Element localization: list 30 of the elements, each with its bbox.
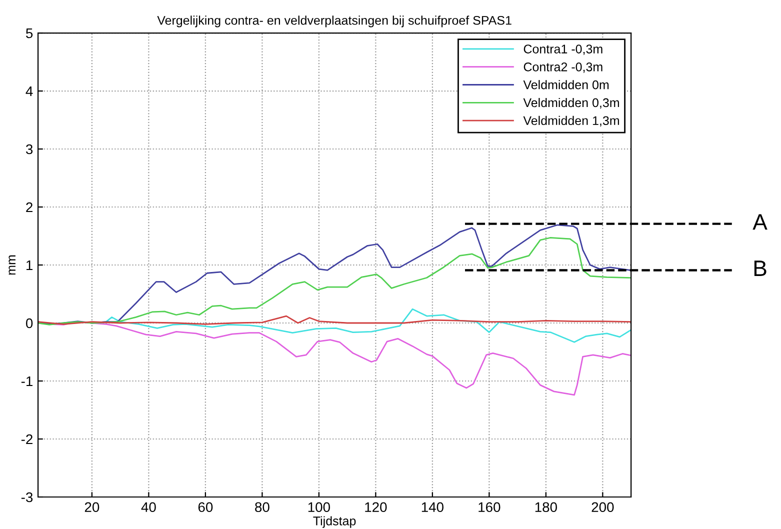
y-tick-label: 4 [26,86,33,96]
x-tick-label: 140 [422,502,444,512]
x-tick-label: 100 [308,502,330,512]
x-tick-label: 200 [592,502,614,512]
legend-label: Veldmidden 0,3m [523,98,619,109]
y-tick-label: 2 [26,202,32,212]
y-tick-label: -3 [21,492,33,502]
x-tick-label: 120 [365,502,387,512]
legend-label: Veldmidden 1,3m [523,116,619,127]
y-tick-label: 3 [26,144,33,154]
y-tick-label: -2 [21,434,32,444]
x-tick-label: 40 [141,502,156,512]
legend-label: Contra2 -0,3m [524,62,602,73]
x-axis-title: Tijdstap [313,516,356,528]
x-tick-label: 20 [84,502,100,512]
chart-title: Vergelijking contra- en veldverplaatsingen bij schuifproef SPAS1 [157,16,512,28]
y-tick-label: 5 [26,28,33,38]
ref-line-label: B [754,260,766,276]
x-tick-label: 180 [535,502,557,512]
y-tick-label: 0 [26,318,33,328]
x-tick-label: 60 [198,502,213,512]
x-tick-label: 160 [478,502,500,512]
y-tick-label: 1 [26,260,32,270]
y-axis-title: mm [8,255,16,275]
x-tick-label: 80 [255,502,270,512]
y-tick-label: -1 [21,376,32,386]
ref-line-label: A [752,214,768,230]
line-series [38,315,632,325]
legend-label: Contra1 -0,3m [524,44,602,55]
legend-label: Veldmidden 0m [523,80,609,90]
